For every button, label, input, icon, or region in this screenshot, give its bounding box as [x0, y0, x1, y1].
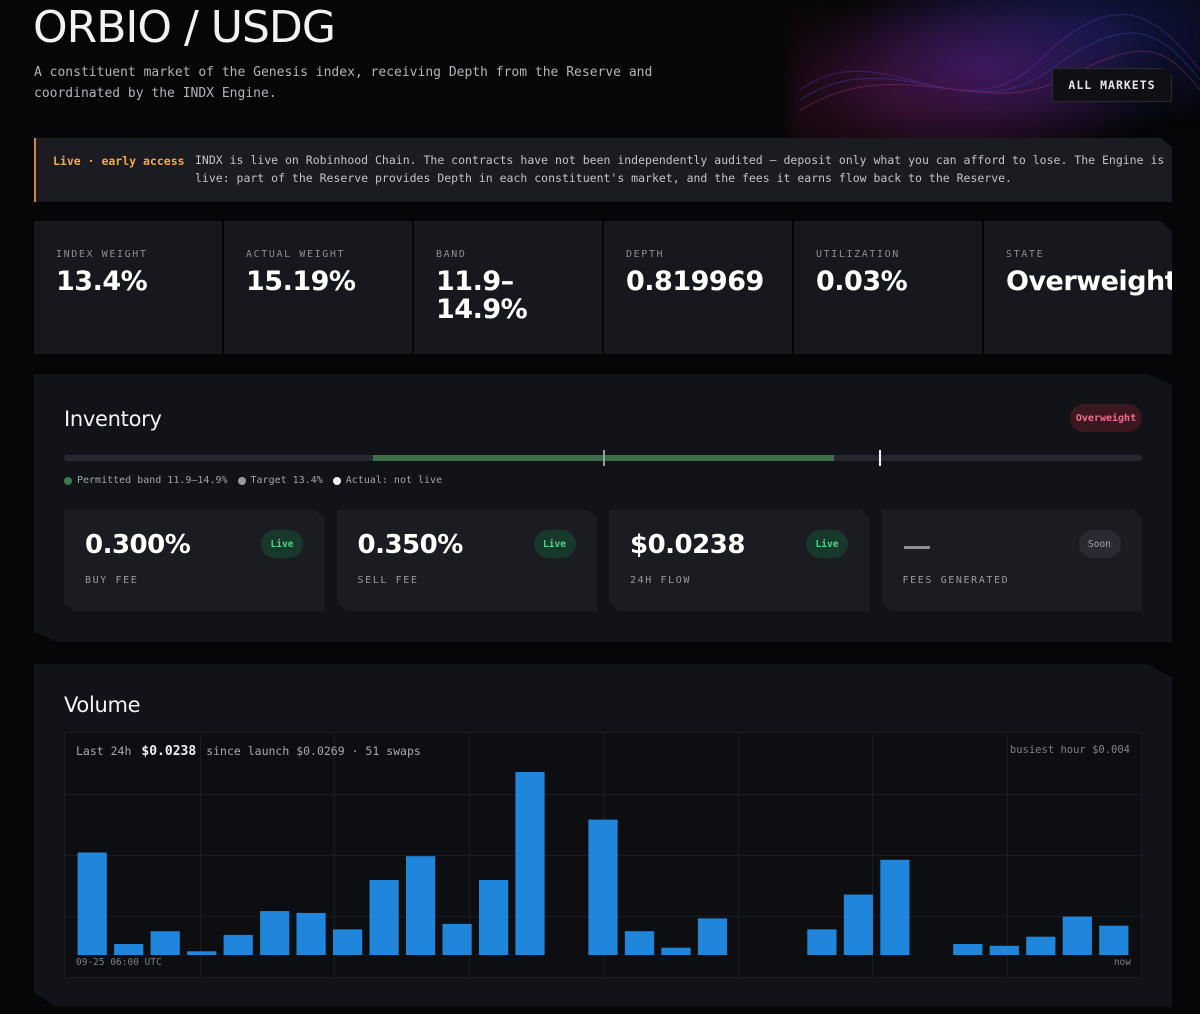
volume-bar[interactable]	[479, 880, 509, 955]
inventory-legend: Permitted band 11.9–14.9% Target 13.4% A…	[64, 475, 442, 486]
overweight-badge: Overweight	[1070, 404, 1142, 432]
volume-bar[interactable]	[588, 819, 618, 955]
stat-value: 11.9–14.9%	[436, 266, 528, 325]
volume-chart-svg	[65, 733, 1141, 977]
stat-value: 13.4%	[56, 266, 148, 297]
volume-bar[interactable]	[296, 912, 326, 955]
stats-row: INDEX WEIGHT 13.4% ACTUAL WEIGHT 15.19% …	[34, 221, 1172, 354]
page-subtitle: A constituent market of the Genesis inde…	[34, 65, 653, 101]
stat-label: STATE	[1006, 249, 1045, 260]
band-dot-icon	[64, 476, 72, 485]
volume-bar[interactable]	[369, 880, 399, 955]
busiest-hour: busiest hour $0.004	[1009, 744, 1130, 756]
volume-bar[interactable]	[333, 929, 363, 955]
stat-label: UTILIZATION	[816, 249, 900, 260]
stat-value: 0.03%	[816, 266, 908, 297]
card-label: FEES GENERATED	[902, 575, 1010, 586]
stat-value: Overweight	[1006, 266, 1172, 297]
target-marker	[603, 450, 605, 466]
legend-actual-label: Actual: not live	[345, 475, 443, 486]
stat-value: 0.819969	[626, 266, 764, 297]
volume-chart: Last 24h $0.0238 since launch $0.0269 · …	[64, 732, 1142, 978]
card-value: $0.0238	[630, 530, 745, 560]
fee-cards: 0.300% BUY FEE Live 0.350% SELL FEE Live…	[64, 510, 1142, 611]
target-dot-icon	[237, 476, 246, 485]
actual-dot-icon	[332, 476, 341, 485]
stat-label: INDEX WEIGHT	[56, 249, 148, 260]
stat-value: 15.19%	[246, 266, 356, 297]
stat-label: BAND	[436, 249, 467, 260]
volume-bar[interactable]	[624, 931, 655, 955]
page-title: ORBIO / USDG	[33, 2, 336, 53]
volume-bar[interactable]	[880, 859, 910, 955]
volume-bar[interactable]	[260, 911, 290, 955]
volume-summary: Last 24h $0.0238 since launch $0.0269 · …	[76, 744, 421, 759]
volume-bar[interactable]	[515, 772, 545, 955]
soon-badge: Soon	[1078, 530, 1121, 558]
volume-bar[interactable]	[697, 918, 728, 955]
volume-title: Volume	[64, 693, 141, 717]
legend-band-label: Permitted band 11.9–14.9%	[77, 475, 228, 486]
volume-bar[interactable]	[807, 929, 837, 955]
volume-bar[interactable]	[1062, 916, 1092, 955]
last-24h-label: Last 24h	[76, 744, 132, 758]
since-launch-text: since launch $0.0269 · 51 swaps	[206, 744, 421, 758]
volume-bar[interactable]	[223, 934, 253, 955]
volume-bar[interactable]	[77, 852, 107, 956]
volume-bar[interactable]	[442, 923, 472, 955]
background-wave-decoration	[800, 14, 1200, 111]
legend-target-label: Target 13.4%	[250, 475, 323, 486]
card-label: 24H FLOW	[630, 575, 691, 586]
stat-label: ACTUAL WEIGHT	[246, 249, 346, 260]
inventory-title: Inventory	[64, 407, 162, 431]
volume-bar[interactable]	[114, 944, 144, 955]
volume-panel: Volume Last 24h $0.0238 since launch $0.…	[34, 664, 1172, 1007]
volume-bar[interactable]	[406, 856, 436, 955]
stat-state: STATE Overweight	[984, 221, 1172, 354]
volume-bar[interactable]	[187, 951, 217, 955]
volume-bar[interactable]	[843, 894, 873, 955]
banner-message: INDX is live on Robinhood Chain. The con…	[195, 153, 1165, 185]
stat-utilization: UTILIZATION 0.03%	[794, 221, 982, 354]
volume-bar[interactable]	[1099, 925, 1129, 955]
flow-24h-card: $0.0238 24H FLOW Live	[609, 510, 870, 611]
live-badge: Live	[261, 530, 303, 558]
last-24h-value: $0.0238	[141, 744, 197, 759]
empty-value-dash-icon	[903, 546, 930, 549]
card-label: SELL FEE	[357, 575, 419, 586]
card-value: 0.300%	[85, 530, 191, 560]
inventory-weight-track	[64, 450, 1142, 466]
all-markets-button[interactable]: ALL MARKETS	[1052, 68, 1172, 102]
volume-bar[interactable]	[661, 947, 691, 955]
actual-marker	[879, 450, 881, 466]
card-value: 0.350%	[357, 530, 464, 560]
stat-band: BAND 11.9–14.9%	[414, 221, 602, 354]
fees-generated-card: FEES GENERATED Soon	[881, 510, 1142, 611]
legend-actual: Actual: not live	[332, 475, 443, 486]
sell-fee-card: 0.350% SELL FEE Live	[336, 510, 597, 611]
legend-band: Permitted band 11.9–14.9%	[64, 475, 228, 486]
stat-actual-weight: ACTUAL WEIGHT 15.19%	[224, 221, 412, 354]
stat-index-weight: INDEX WEIGHT 13.4%	[34, 221, 222, 354]
axis-start-label: 09-25 06:00 UTC	[76, 957, 162, 968]
volume-bar[interactable]	[150, 931, 180, 955]
inventory-panel: Inventory Overweight Permitted band 11.9…	[34, 374, 1172, 642]
banner-tag: Live · early access	[53, 154, 185, 168]
buy-fee-card: 0.300% BUY FEE Live	[64, 510, 325, 611]
volume-bar[interactable]	[1026, 936, 1056, 955]
card-label: BUY FEE	[85, 575, 139, 586]
axis-end-label: now	[1113, 957, 1131, 968]
volume-bar[interactable]	[953, 944, 983, 955]
stat-depth: DEPTH 0.819969	[604, 221, 792, 354]
live-badge: Live	[806, 530, 848, 558]
early-access-banner: Live · early access INDX is live on Robi…	[34, 138, 1172, 202]
live-badge: Live	[533, 530, 576, 558]
volume-bar[interactable]	[989, 945, 1019, 955]
legend-target: Target 13.4%	[237, 475, 323, 486]
stat-label: DEPTH	[626, 249, 665, 260]
